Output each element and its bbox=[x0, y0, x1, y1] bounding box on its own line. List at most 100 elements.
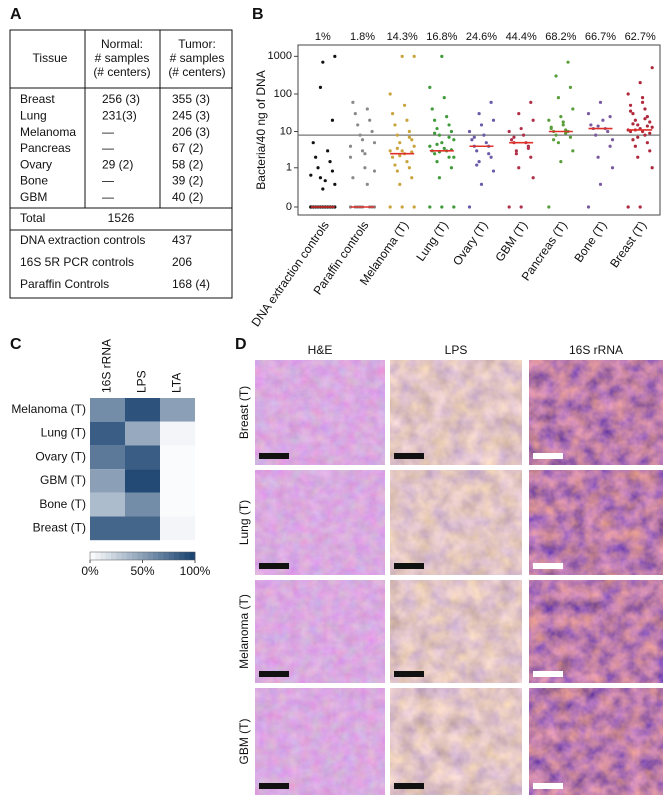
data-point bbox=[360, 149, 365, 153]
data-point bbox=[648, 149, 652, 153]
image-grid: D H&E LPS 16S rRNA Breast (T) Lung (T) Melanom… bbox=[235, 336, 663, 795]
data-point bbox=[356, 123, 360, 127]
table-cell: 206 bbox=[172, 255, 192, 269]
data-point bbox=[640, 100, 645, 104]
data-point bbox=[586, 205, 591, 209]
data-point bbox=[447, 123, 451, 127]
percent-label: 16.8% bbox=[426, 31, 457, 43]
heat-cell bbox=[160, 398, 195, 422]
data-point bbox=[475, 149, 479, 153]
data-point bbox=[507, 129, 511, 134]
colorbar-step bbox=[147, 552, 154, 560]
data-point bbox=[552, 138, 556, 142]
table-cell: 29 (2) bbox=[102, 157, 133, 171]
data-point bbox=[433, 152, 437, 156]
data-point bbox=[372, 141, 377, 145]
data-point bbox=[388, 205, 392, 209]
row-label: Lung (T) bbox=[237, 500, 251, 545]
data-point bbox=[447, 135, 451, 139]
colorbar-step bbox=[142, 552, 149, 560]
data-point bbox=[309, 173, 313, 177]
data-point bbox=[388, 92, 392, 96]
data-point bbox=[514, 152, 518, 156]
percent-label: 62.7% bbox=[625, 31, 656, 43]
data-point bbox=[351, 100, 355, 104]
heat-cell bbox=[90, 445, 125, 470]
data-point bbox=[314, 155, 318, 159]
column-header: # samples bbox=[170, 51, 225, 65]
colorbar-step bbox=[179, 552, 185, 560]
data-point bbox=[564, 131, 568, 135]
scale-bar bbox=[533, 453, 563, 459]
heat-cell bbox=[160, 516, 195, 541]
data-point bbox=[479, 123, 484, 127]
row-label: GBM (T) bbox=[237, 719, 251, 765]
data-point bbox=[547, 118, 551, 122]
heat-cell bbox=[160, 445, 195, 470]
data-point bbox=[435, 160, 439, 164]
heat-cell bbox=[125, 421, 160, 446]
x-tick-label: Bone (T) bbox=[571, 219, 609, 265]
row-header: 16S 5R PCR controls bbox=[20, 255, 134, 269]
percent-label: 1.8% bbox=[350, 31, 375, 43]
data-point bbox=[650, 66, 654, 70]
percent-label: 24.6% bbox=[466, 31, 497, 43]
micrograph bbox=[255, 688, 385, 795]
heat-cell bbox=[90, 469, 125, 493]
data-point bbox=[650, 166, 654, 170]
column-label: LTA bbox=[170, 373, 184, 393]
data-point bbox=[351, 176, 355, 180]
data-point bbox=[390, 112, 395, 116]
table-cell: 58 (2) bbox=[172, 157, 203, 171]
scale-bar bbox=[533, 671, 563, 677]
table-cell: 39 (2) bbox=[172, 174, 203, 188]
colorbar-step bbox=[132, 552, 138, 560]
panel-label: B bbox=[252, 6, 264, 23]
micrograph bbox=[390, 470, 522, 575]
heat-cell bbox=[90, 421, 125, 446]
data-point bbox=[398, 154, 402, 158]
data-point bbox=[484, 141, 488, 145]
table-cell: 67 (2) bbox=[172, 141, 203, 155]
data-point bbox=[321, 60, 325, 64]
table-cell: 231(3) bbox=[102, 108, 137, 122]
column-header: Tissue bbox=[33, 51, 68, 65]
row-label: Melanoma (T) bbox=[11, 402, 86, 416]
micrograph bbox=[390, 580, 522, 683]
data-point bbox=[326, 149, 330, 153]
row-header: Breast bbox=[20, 92, 55, 106]
data-point bbox=[596, 124, 600, 128]
data-point bbox=[521, 133, 526, 137]
colorbar-label: 50% bbox=[130, 564, 154, 578]
data-point bbox=[412, 205, 416, 209]
data-point bbox=[365, 182, 369, 186]
data-point bbox=[628, 103, 633, 107]
table-cell: 1526 bbox=[108, 211, 135, 225]
data-point bbox=[393, 163, 397, 167]
colorbar-step bbox=[90, 552, 96, 560]
data-point bbox=[449, 166, 454, 170]
x-tick-label: DNA extraction controls bbox=[248, 219, 331, 330]
percent-label: 68.2% bbox=[545, 31, 576, 43]
data-point bbox=[452, 138, 456, 142]
data-point bbox=[407, 135, 411, 139]
data-point bbox=[365, 107, 369, 111]
data-point bbox=[348, 144, 353, 148]
data-point bbox=[405, 118, 409, 122]
data-point bbox=[395, 169, 399, 173]
colorbar-step bbox=[163, 552, 170, 560]
data-point bbox=[529, 100, 533, 104]
colorbar-step bbox=[153, 552, 159, 560]
row-header: Bone bbox=[20, 174, 48, 188]
data-point bbox=[559, 115, 563, 119]
data-point bbox=[568, 135, 573, 139]
data-point bbox=[430, 107, 434, 111]
data-point bbox=[514, 149, 518, 153]
data-point bbox=[370, 129, 374, 134]
data-point bbox=[330, 118, 335, 122]
data-point bbox=[640, 96, 645, 100]
data-point bbox=[410, 150, 414, 154]
colorbar-step bbox=[189, 552, 196, 560]
percent-label: 44.4% bbox=[506, 31, 537, 43]
column-label: LPS bbox=[135, 370, 149, 393]
